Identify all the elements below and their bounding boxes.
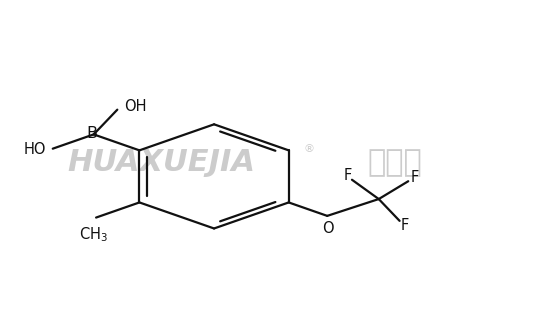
Text: F: F xyxy=(401,218,409,233)
Text: OH: OH xyxy=(124,99,146,114)
Text: O: O xyxy=(322,221,334,236)
Text: F: F xyxy=(344,168,351,183)
Text: CH$_3$: CH$_3$ xyxy=(80,225,108,244)
Text: F: F xyxy=(411,170,419,185)
Text: HUAXUEJIA: HUAXUEJIA xyxy=(67,149,255,177)
Text: HO: HO xyxy=(23,142,46,157)
Text: B: B xyxy=(87,126,97,141)
Text: 化学加: 化学加 xyxy=(368,149,422,177)
Text: ®: ® xyxy=(303,144,314,155)
